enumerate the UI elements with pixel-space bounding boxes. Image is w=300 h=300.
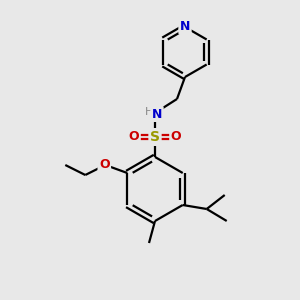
Text: O: O [171, 130, 181, 143]
Text: H: H [145, 107, 153, 117]
Text: O: O [129, 130, 139, 143]
Text: O: O [99, 158, 110, 170]
Text: S: S [150, 130, 160, 144]
Text: N: N [180, 20, 190, 33]
Text: N: N [152, 107, 162, 121]
